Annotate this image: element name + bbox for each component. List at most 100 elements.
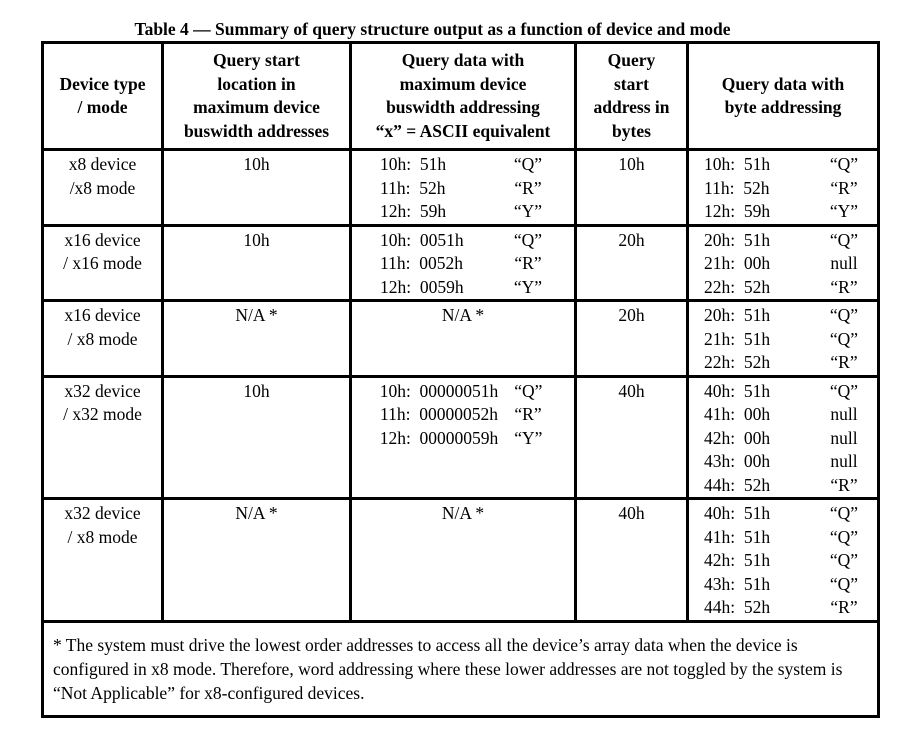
cell-line: 44h: 52h “R” bbox=[693, 596, 873, 620]
header-line: buswidth addressing bbox=[386, 97, 540, 117]
cell-line: 10h: 0051h “Q” bbox=[356, 229, 570, 253]
address-value: 12h: 00000059h bbox=[379, 427, 499, 448]
cell-line: 20h: 51h “Q” bbox=[693, 229, 873, 253]
data-pair: 40h: 51h “Q” bbox=[704, 502, 862, 526]
data-pair: 21h: 51h “Q” bbox=[704, 328, 862, 352]
cell-line: /x8 mode bbox=[69, 177, 136, 198]
address-value: 10h: 0051h bbox=[380, 229, 464, 250]
cell-line: 12h: 59h “Y” bbox=[693, 200, 873, 224]
address-value: 12h: 59h bbox=[704, 201, 771, 221]
ascii-char: “Q” bbox=[829, 380, 859, 401]
ascii-char: “R” bbox=[830, 474, 858, 495]
header-line: Query bbox=[607, 50, 656, 70]
address-value: 11h: 52h bbox=[380, 177, 446, 198]
address-value: 40h: 51h bbox=[704, 380, 771, 401]
ascii-char: “Q” bbox=[829, 305, 859, 325]
table-cell: 10h: 51h “Q” 11h: 52h “R” 12h: 59h “Y” bbox=[349, 148, 577, 227]
ascii-char: “R” bbox=[830, 177, 858, 198]
cell-line: 42h: 51h “Q” bbox=[693, 549, 873, 573]
table-row: x8 device/x8 mode 10h 10h: 51h “Q” 11h: 52h “… bbox=[41, 148, 880, 227]
address-value: 20h: 51h bbox=[704, 305, 771, 325]
ascii-char: null bbox=[830, 451, 858, 471]
table-cell: 10h bbox=[161, 223, 352, 302]
ascii-char: null bbox=[830, 427, 858, 448]
address-value: 42h: 51h bbox=[704, 550, 771, 570]
table-cell: 10h bbox=[574, 148, 689, 227]
table-title: Table 4 — Summary of query structure out… bbox=[134, 19, 731, 39]
cell-line: 10h: 00000051h “Q” bbox=[356, 380, 570, 404]
table-row: x16 device / x16 mode 10h 10h: 0051h “Q” 11h:… bbox=[41, 223, 880, 302]
data-pair: 20h: 51h “Q” bbox=[704, 304, 862, 328]
table-cell: 10h: 51h “Q” 11h: 52h “R” 12h: 59h “Y” bbox=[686, 148, 880, 227]
table-cell: x32 device / x8 mode bbox=[41, 497, 164, 623]
cell-line: / x8 mode bbox=[67, 328, 138, 349]
cell-text: 10h bbox=[243, 380, 270, 401]
cell-line: 11h: 52h “R” bbox=[356, 177, 570, 201]
table-cell: 10h: 0051h “Q” 11h: 0052h “R” 12h: 0059h “Y” bbox=[349, 223, 577, 302]
cell-line: 11h: 0052h “R” bbox=[356, 252, 570, 276]
address-value: 10h: 00000051h bbox=[379, 380, 499, 401]
data-pair: 12h: 00000059h “Y” bbox=[380, 427, 547, 451]
table-cell: x16 device / x8 mode bbox=[41, 299, 164, 378]
cell-line: 43h: 00h null bbox=[693, 450, 873, 474]
address-value: 10h: 51h bbox=[380, 154, 447, 174]
cell-line: / x16 mode bbox=[63, 253, 142, 273]
header-line: buswidth addresses bbox=[183, 120, 330, 141]
data-pair: 10h: 0051h “Q” bbox=[380, 229, 546, 253]
address-value: 12h: 59h bbox=[380, 201, 447, 221]
address-value: 20h: 51h bbox=[704, 229, 771, 250]
cell-line: 10h: 51h “Q” bbox=[356, 153, 570, 177]
cell-text: N/A * bbox=[235, 503, 278, 523]
table-cell: 10h bbox=[161, 374, 352, 500]
table-cell: 10h bbox=[161, 148, 352, 227]
cell-line: 22h: 52h “R” bbox=[693, 351, 873, 375]
header-line: address in bbox=[593, 97, 670, 117]
ascii-char: “Q” bbox=[513, 229, 543, 250]
table-cell: N/A * bbox=[349, 299, 577, 378]
data-pair: 10h: 00000051h “Q” bbox=[380, 380, 547, 404]
header-line: maximum device bbox=[399, 73, 527, 94]
address-value: 40h: 51h bbox=[704, 503, 771, 523]
cell-line: x32 device bbox=[64, 380, 141, 401]
address-value: 41h: 51h bbox=[704, 526, 771, 547]
table-cell: 20h: 51h “Q” 21h: 51h “Q” 22h: 52h “R” bbox=[686, 299, 880, 378]
cell-text: 20h bbox=[618, 229, 645, 250]
data-pair: 41h: 51h “Q” bbox=[704, 526, 862, 550]
cell-line: x16 device bbox=[64, 305, 141, 325]
header-cell: Query start location in maximum device busw… bbox=[161, 41, 352, 151]
cell-text: N/A * bbox=[441, 305, 485, 325]
address-value: 42h: 00h bbox=[704, 427, 771, 448]
data-pair: 40h: 51h “Q” bbox=[704, 380, 862, 404]
data-pair: 42h: 00h null bbox=[704, 427, 862, 451]
header-cell: Query data with byte addressing bbox=[686, 41, 880, 151]
cell-line: 40h: 51h “Q” bbox=[693, 380, 873, 404]
cell-line: 10h: 51h “Q” bbox=[693, 153, 873, 177]
cell-line: 41h: 51h “Q” bbox=[693, 526, 873, 550]
ascii-char: “Q” bbox=[829, 503, 859, 523]
table-cell: 40h: 51h “Q” 41h: 51h “Q” 42h: 51h “Q” 43h: 51… bbox=[686, 497, 880, 623]
cell-line: x32 device bbox=[64, 503, 141, 523]
cell-line: 42h: 00h null bbox=[693, 427, 873, 451]
header-row: Device type / mode Query start location in m… bbox=[41, 41, 880, 151]
ascii-char: “R” bbox=[830, 597, 858, 617]
table-cell: 40h: 51h “Q” 41h: 00h null 42h: 00h null 43h: … bbox=[686, 374, 880, 500]
address-value: 11h: 52h bbox=[704, 177, 770, 198]
data-pair: 42h: 51h “Q” bbox=[704, 549, 862, 573]
table-cell: N/A * bbox=[161, 299, 352, 378]
data-pair: 11h: 52h “R” bbox=[380, 177, 546, 201]
ascii-char: “Q” bbox=[513, 154, 543, 174]
ascii-char: “Y” bbox=[513, 276, 543, 297]
ascii-char: “R” bbox=[830, 352, 858, 372]
address-value: 44h: 52h bbox=[704, 474, 771, 495]
header-cell: Device type / mode bbox=[41, 41, 164, 151]
address-value: 11h: 00000052h bbox=[380, 404, 498, 424]
header-line: Query start bbox=[213, 50, 300, 70]
header-cell: Query start address in bytes bbox=[574, 41, 689, 151]
cell-text: N/A * bbox=[441, 503, 485, 523]
header-cell: Query data with maximum device buswidth ad… bbox=[349, 41, 577, 151]
ascii-char: “Y” bbox=[514, 427, 543, 448]
address-value: 10h: 51h bbox=[704, 154, 771, 174]
data-pair: 44h: 52h “R” bbox=[704, 474, 862, 498]
table-cell: N/A * bbox=[161, 497, 352, 623]
